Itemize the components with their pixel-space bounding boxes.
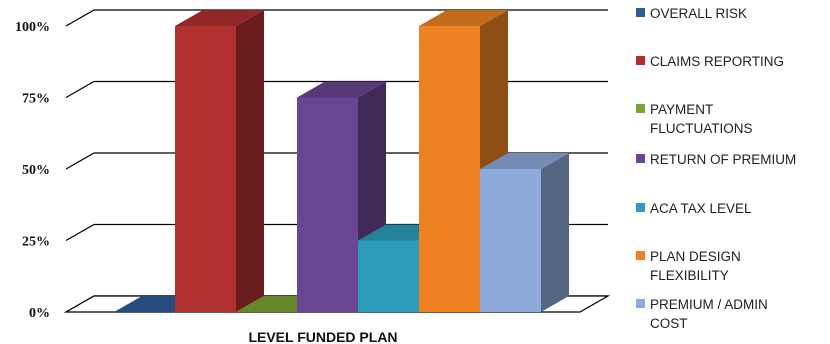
legend-label-line: COST: [650, 316, 688, 331]
legend-label-line: PAYMENT: [650, 102, 714, 117]
x-axis-label: LEVEL FUNDED PLAN: [248, 329, 397, 344]
legend-swatch: [636, 154, 645, 163]
bar: [480, 153, 569, 312]
legend-label-line: PREMIUM / ADMIN: [650, 297, 768, 312]
legend-label: PAYMENT FLUCTUATIONS: [650, 100, 830, 138]
bar-side: [236, 10, 264, 312]
legend-label-line: RETURN OF PREMIUM: [650, 152, 797, 167]
legend-label-line: PLAN DESIGN: [650, 249, 741, 264]
legend-swatch: [636, 104, 645, 113]
bar-front: [175, 26, 236, 312]
legend-label-line: OVERALL RISK: [650, 6, 748, 21]
bar-front: [297, 97, 358, 312]
bar: [175, 10, 264, 312]
legend-item: PLAN DESIGN FLEXIBILITY: [636, 247, 830, 285]
y-tick-label: 0%: [29, 306, 50, 321]
legend-swatch: [636, 299, 645, 308]
y-tick-label: 25%: [22, 235, 50, 250]
legend-label: CLAIMS REPORTING: [650, 52, 830, 71]
legend-item: CLAIMS REPORTING: [636, 52, 830, 71]
legend-swatch: [636, 56, 645, 65]
legend-label-line: FLEXIBILITY: [650, 268, 729, 283]
y-tick-label: 50%: [22, 163, 50, 178]
y-tick-label: 100%: [15, 20, 50, 35]
bar-top: [175, 10, 264, 26]
legend-label: OVERALL RISK: [650, 4, 830, 23]
legend-label-line: CLAIMS REPORTING: [650, 54, 785, 69]
legend-label: RETURN OF PREMIUM: [650, 150, 830, 169]
legend-label-line: ACA TAX LEVEL: [650, 201, 752, 216]
legend-label: ACA TAX LEVEL: [650, 199, 830, 218]
legend: OVERALL RISK CLAIMS REPORTING PAYMENT FLUCT…: [636, 0, 830, 344]
bar-front: [358, 240, 419, 312]
y-tick-label: 75%: [22, 92, 50, 107]
legend-item: PAYMENT FLUCTUATIONS: [636, 100, 830, 138]
legend-label: PREMIUM / ADMIN COST: [650, 295, 830, 333]
bar-front: [480, 169, 541, 312]
bars: [114, 10, 569, 312]
bar-side: [541, 153, 569, 312]
legend-item: ACA TAX LEVEL: [636, 199, 830, 218]
legend-swatch: [636, 8, 645, 17]
legend-item: RETURN OF PREMIUM: [636, 150, 830, 169]
legend-label-line: FLUCTUATIONS: [650, 121, 753, 136]
gridline: [65, 9, 608, 27]
legend-item: OVERALL RISK: [636, 4, 830, 23]
bar-top: [297, 81, 386, 98]
legend-swatch: [636, 251, 645, 260]
bar-chart: 0% 25% 50% 75% 100% LEVEL FUNDED PLAN: [15, 9, 611, 344]
legend-label: PLAN DESIGN FLEXIBILITY: [650, 247, 830, 285]
legend-item: PREMIUM / ADMIN COST: [636, 295, 830, 333]
bar-top: [419, 10, 508, 26]
legend-swatch: [636, 203, 645, 212]
bar-front: [419, 26, 480, 312]
y-axis-ticks: 0% 25% 50% 75% 100%: [15, 20, 50, 321]
bar-top: [480, 153, 569, 169]
